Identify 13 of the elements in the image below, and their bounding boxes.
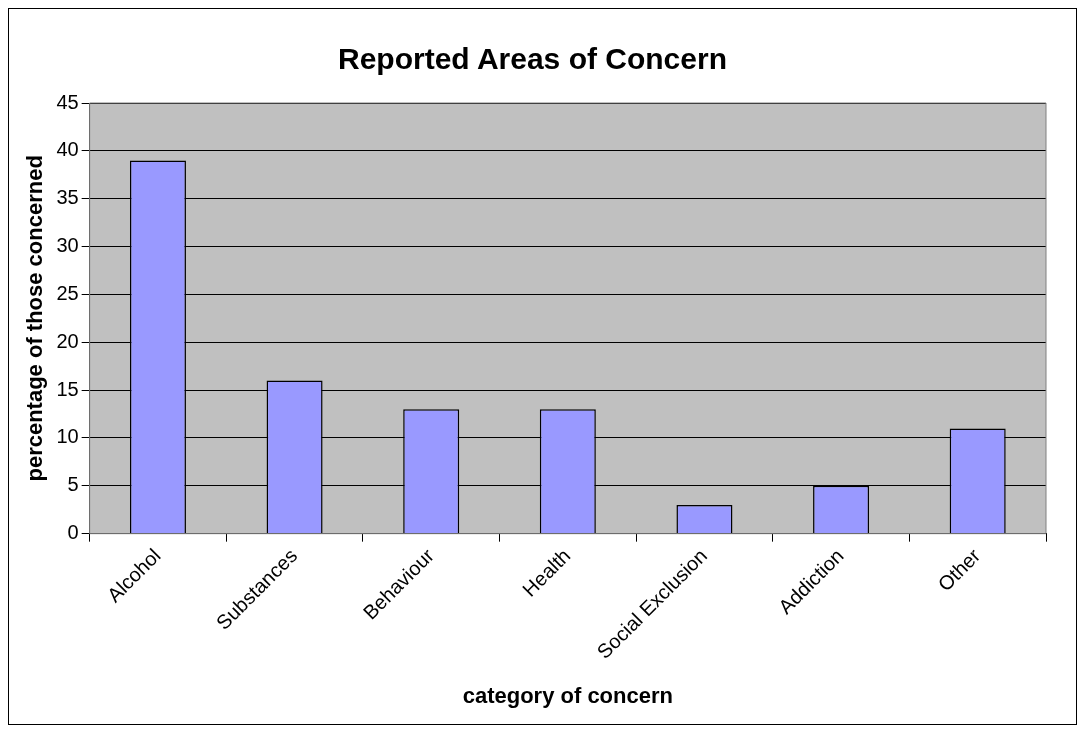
x-axis-title: category of concern	[462, 682, 673, 708]
chart-title: Reported Areas of Concern	[338, 42, 727, 76]
y-tick-label: 25	[56, 281, 79, 304]
y-tick-label: 10	[56, 425, 79, 448]
y-tick-label: 5	[67, 473, 79, 496]
y-tick-label: 20	[56, 329, 79, 352]
y-tick-label: 0	[67, 521, 79, 544]
y-tick-label: 40	[56, 138, 79, 161]
y-tick-label: 45	[56, 90, 79, 113]
y-axis-title: percentage of those concerned	[22, 155, 48, 482]
y-tick-label: 30	[56, 234, 79, 257]
y-tick-label: 15	[56, 377, 79, 400]
y-tick-label: 35	[56, 186, 79, 209]
